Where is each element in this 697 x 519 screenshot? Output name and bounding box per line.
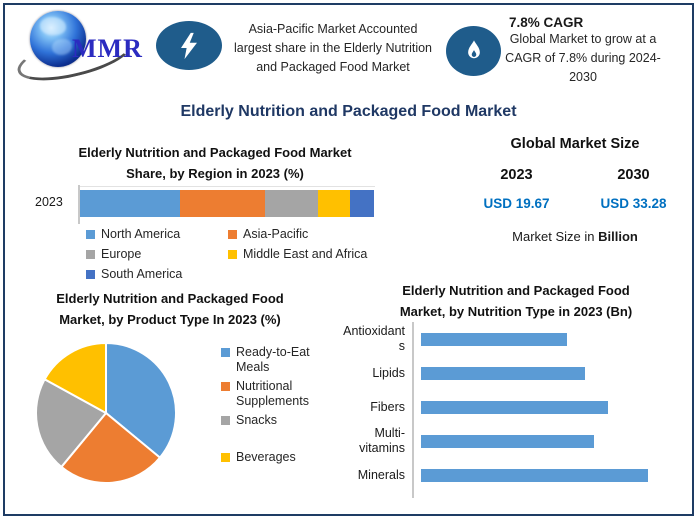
pie-slice-snacks (35, 377, 108, 469)
legend-item-ready-to-eat-meals: Ready-to-Eat Meals (221, 345, 325, 375)
bar-fill-antioxidants (421, 332, 567, 346)
lightning-icon (181, 32, 197, 59)
bar-segment-south-america (350, 190, 374, 217)
legend-label: Nutritional Supplements (236, 379, 309, 408)
cagr-icon-circle (446, 26, 501, 76)
bar-track (421, 458, 653, 492)
highlight-text: Asia-Pacific Market Accounted largest sh… (233, 22, 432, 74)
bar-segment-europe (265, 190, 319, 217)
region-plot-area: 2023 (30, 185, 400, 225)
legend-swatch (86, 250, 95, 259)
bar-segment-north-america (80, 190, 180, 217)
bar-category-label: Antioxidants (343, 324, 405, 353)
cagr-text: Global Market to grow at a CAGR of 7.8% … (505, 32, 661, 84)
market-size-years: 2023 2030 (458, 167, 692, 183)
highlight-icon-circle (156, 21, 222, 70)
mmr-logo: MMR (13, 8, 159, 90)
nutrition-type-bar-chart: Elderly Nutrition and Packaged Food Mark… (340, 280, 692, 510)
bar-row-fibers: Fibers (340, 390, 692, 424)
bar-category-label: Minerals (357, 467, 405, 482)
bar-category-label: Multi-vitamins (359, 426, 405, 455)
pie-slice-ready-to-eat-meals (105, 341, 178, 460)
region-chart-title: Elderly Nutrition and Packaged Food Mark… (78, 145, 352, 181)
nutrition-rows: Antioxidants Lipids Fibers Multi-vitamins Mi… (340, 322, 692, 492)
legend-label: South America (101, 267, 183, 281)
product-pie-svg (35, 341, 178, 485)
legend-label: North America (101, 227, 181, 241)
mmr-globe-icon (30, 11, 86, 67)
region-share-chart: Elderly Nutrition and Packaged Food Mark… (30, 142, 400, 282)
legend-item-south-america: South America (86, 267, 228, 282)
bar-fill-fibers (421, 400, 608, 414)
bar-fill-multi-vitamins (421, 434, 594, 448)
year-2023-label: 2023 (500, 167, 533, 183)
legend-label: Europe (101, 247, 142, 261)
value-2023: USD 19.67 (483, 196, 550, 211)
logo-text: MMR (72, 34, 143, 63)
global-market-size-panel: Global Market Size 2023 2030 USD 19.67 U… (458, 136, 692, 244)
legend-label: Asia-Pacific (243, 227, 309, 241)
market-size-title: Global Market Size (510, 136, 640, 152)
bar-track (421, 390, 653, 424)
bar-track (421, 424, 653, 458)
legend-label: Ready-to-Eat Meals (236, 345, 310, 374)
bar-row-antioxidants: Antioxidants (340, 322, 692, 356)
pie-legend: Ready-to-Eat Meals Nutritional Supplement… (221, 345, 325, 469)
year-2030-label: 2030 (617, 167, 650, 183)
bar-row-lipids: Lipids (340, 356, 692, 390)
plot-top-gridline (79, 186, 375, 187)
legend-column: North America Europe South America (86, 227, 228, 287)
region-stacked-bar (80, 190, 374, 217)
nutrition-chart-title: Elderly Nutrition and Packaged Food Mark… (399, 283, 633, 319)
flame-icon (467, 40, 480, 59)
legend-swatch (228, 250, 237, 259)
legend-swatch (86, 270, 95, 279)
page-title: Elderly Nutrition and Packaged Food Mark… (180, 103, 517, 120)
legend-item-snacks: Snacks (221, 413, 325, 428)
legend-item-north-america: North America (86, 227, 228, 242)
legend-item-middle-east-and-africa: Middle East and Africa (228, 247, 367, 262)
value-2030: USD 33.28 (600, 196, 667, 211)
legend-column: Asia-Pacific Middle East and Africa (228, 227, 367, 287)
bar-segment-middle-east-and-africa (318, 190, 351, 217)
bar-fill-lipids (421, 366, 585, 380)
legend-swatch (221, 348, 230, 357)
bar-segment-asia-pacific (179, 190, 266, 217)
legend-label: Beverages (236, 450, 296, 464)
legend-item-beverages: Beverages (221, 450, 325, 465)
pie-slice-nutritional-supplements (59, 411, 162, 485)
footnote-prefix: Market Size in (512, 229, 599, 244)
pie-chart-title: Elderly Nutrition and Packaged Food Mark… (56, 291, 284, 327)
bar-row-multi-vitamins: Multi-vitamins (340, 424, 692, 458)
y-axis-line (412, 322, 414, 498)
legend-item-europe: Europe (86, 247, 228, 262)
market-size-footnote: Market Size in Billion (458, 229, 692, 244)
y-axis-line (78, 185, 80, 224)
legend-label: Snacks (236, 413, 277, 427)
bar-track (421, 356, 653, 390)
cagr-block: 7.8% CAGR Global Market to grow at a CAG… (504, 15, 662, 87)
bar-track (421, 322, 653, 356)
bar-fill-minerals (421, 468, 649, 482)
legend-item-nutritional-supplements: Nutritional Supplements (221, 379, 325, 409)
legend-swatch (221, 416, 230, 425)
pie-slice-beverages (43, 341, 107, 415)
legend-label: Middle East and Africa (243, 247, 368, 261)
legend-swatch (86, 230, 95, 239)
cagr-title: 7.8% CAGR (509, 15, 584, 30)
region-legend: North America Europe South America Asia-Pac… (86, 227, 367, 287)
legend-swatch (228, 230, 237, 239)
legend-item-asia-pacific: Asia-Pacific (228, 227, 367, 242)
product-type-pie-chart: Elderly Nutrition and Packaged Food Mark… (15, 288, 325, 510)
market-size-values: USD 19.67 USD 33.28 (458, 196, 692, 211)
category-label: 2023 (35, 195, 63, 209)
footnote-unit: Billion (598, 229, 638, 244)
bar-category-label: Lipids (372, 365, 405, 380)
legend-swatch (221, 453, 230, 462)
bar-category-label: Fibers (370, 399, 405, 414)
legend-swatch (221, 382, 230, 391)
bar-row-minerals: Minerals (340, 458, 692, 492)
